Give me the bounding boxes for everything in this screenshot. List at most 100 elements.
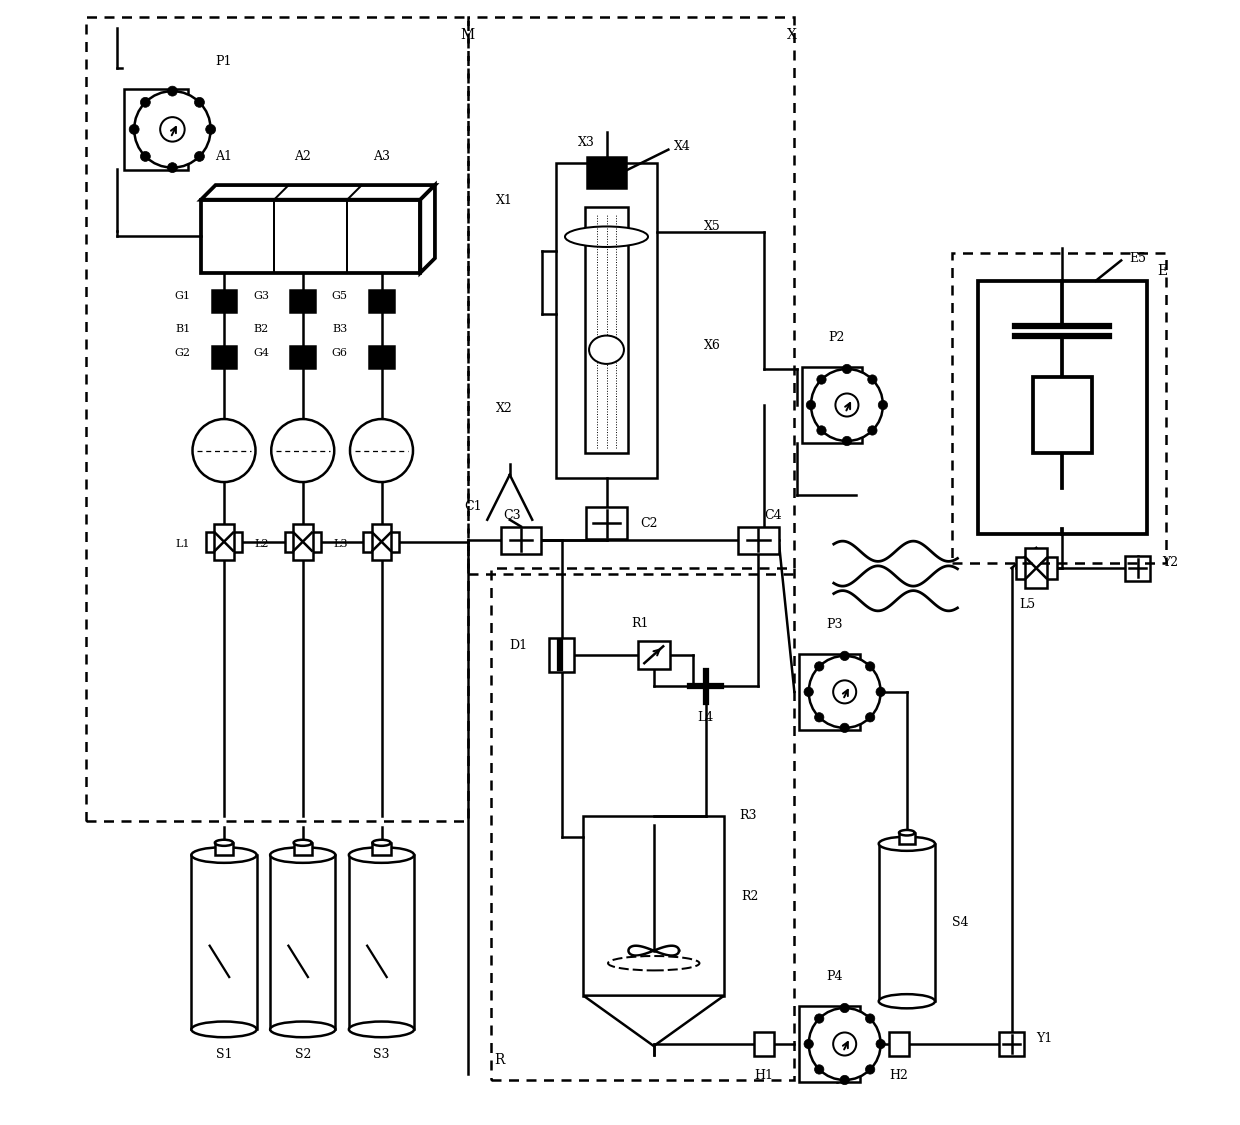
Circle shape [875, 1040, 885, 1048]
Bar [294, 843, 312, 855]
Text: S1: S1 [216, 1047, 232, 1061]
Circle shape [866, 1064, 875, 1074]
Text: G1: G1 [175, 291, 190, 302]
Bar [738, 526, 779, 554]
Circle shape [833, 681, 856, 703]
Bar [191, 855, 257, 1029]
Ellipse shape [608, 956, 699, 971]
Bar [348, 855, 414, 1029]
Text: L3: L3 [334, 539, 347, 549]
Bar [124, 89, 188, 170]
Bar [999, 1032, 1024, 1056]
Circle shape [350, 418, 413, 483]
Text: X: X [786, 28, 796, 42]
Text: G6: G6 [332, 348, 347, 358]
Circle shape [195, 152, 205, 161]
Circle shape [866, 1014, 875, 1024]
Circle shape [167, 163, 177, 172]
Circle shape [839, 651, 849, 660]
Ellipse shape [372, 839, 391, 846]
Text: P4: P4 [826, 970, 842, 983]
Circle shape [815, 662, 823, 672]
Circle shape [160, 117, 185, 142]
Bar [212, 346, 237, 369]
Bar [754, 1032, 774, 1056]
Text: D1: D1 [510, 639, 528, 652]
Circle shape [140, 98, 150, 107]
Bar [372, 524, 392, 560]
Circle shape [804, 1040, 813, 1048]
Circle shape [815, 1014, 823, 1024]
Text: R: R [494, 1053, 505, 1066]
Bar [290, 346, 315, 369]
Circle shape [839, 1004, 849, 1012]
Ellipse shape [191, 1022, 257, 1037]
Circle shape [839, 1076, 849, 1084]
Bar [215, 843, 233, 855]
Bar [899, 832, 915, 844]
Bar [270, 855, 335, 1029]
Text: A2: A2 [294, 151, 311, 163]
Bar [370, 346, 394, 369]
Text: Y2: Y2 [1162, 556, 1178, 569]
Text: G4: G4 [253, 348, 269, 358]
Bar [372, 843, 391, 855]
Circle shape [192, 418, 255, 483]
Text: B2: B2 [254, 324, 269, 334]
Bar [215, 524, 234, 560]
Text: M: M [460, 28, 475, 42]
Text: X4: X4 [675, 140, 691, 153]
Ellipse shape [215, 839, 233, 846]
Circle shape [167, 87, 177, 96]
Text: L2: L2 [254, 539, 269, 549]
Text: G3: G3 [253, 291, 269, 302]
Ellipse shape [294, 839, 312, 846]
Bar [501, 526, 541, 554]
Circle shape [842, 364, 852, 374]
Ellipse shape [191, 847, 257, 863]
Circle shape [272, 418, 335, 483]
Bar [584, 816, 724, 996]
Text: L4: L4 [697, 711, 714, 724]
Text: X1: X1 [496, 195, 513, 207]
Text: A3: A3 [373, 151, 391, 163]
Circle shape [808, 656, 880, 728]
Bar [290, 289, 315, 312]
Circle shape [817, 375, 826, 385]
Text: C2: C2 [640, 516, 657, 530]
Bar [889, 1032, 909, 1056]
Text: G2: G2 [175, 348, 190, 358]
Text: B1: B1 [175, 324, 190, 334]
Bar [549, 638, 574, 672]
Bar [588, 156, 626, 188]
Circle shape [875, 687, 885, 696]
Bar [370, 289, 394, 312]
Polygon shape [201, 184, 435, 200]
Circle shape [811, 369, 883, 441]
Text: P2: P2 [828, 331, 844, 344]
Bar [201, 200, 420, 272]
Circle shape [878, 400, 888, 410]
Circle shape [808, 1008, 880, 1080]
Circle shape [868, 425, 877, 435]
Text: G5: G5 [332, 291, 347, 302]
Text: S2: S2 [295, 1047, 311, 1061]
Text: E: E [1158, 264, 1168, 278]
Text: A1: A1 [216, 151, 233, 163]
Bar [363, 532, 399, 551]
Bar [587, 507, 626, 539]
Text: Y1: Y1 [1037, 1032, 1053, 1045]
Bar [800, 1006, 859, 1082]
Bar [1025, 548, 1048, 588]
Bar [556, 163, 657, 478]
Circle shape [195, 98, 205, 107]
Ellipse shape [589, 335, 624, 363]
Ellipse shape [565, 226, 649, 248]
Circle shape [815, 712, 823, 722]
Text: C3: C3 [503, 508, 521, 522]
Circle shape [804, 687, 813, 696]
Text: L1: L1 [176, 539, 190, 549]
Text: H2: H2 [889, 1069, 909, 1082]
Text: E5: E5 [1130, 252, 1147, 264]
Text: H1: H1 [754, 1069, 774, 1082]
